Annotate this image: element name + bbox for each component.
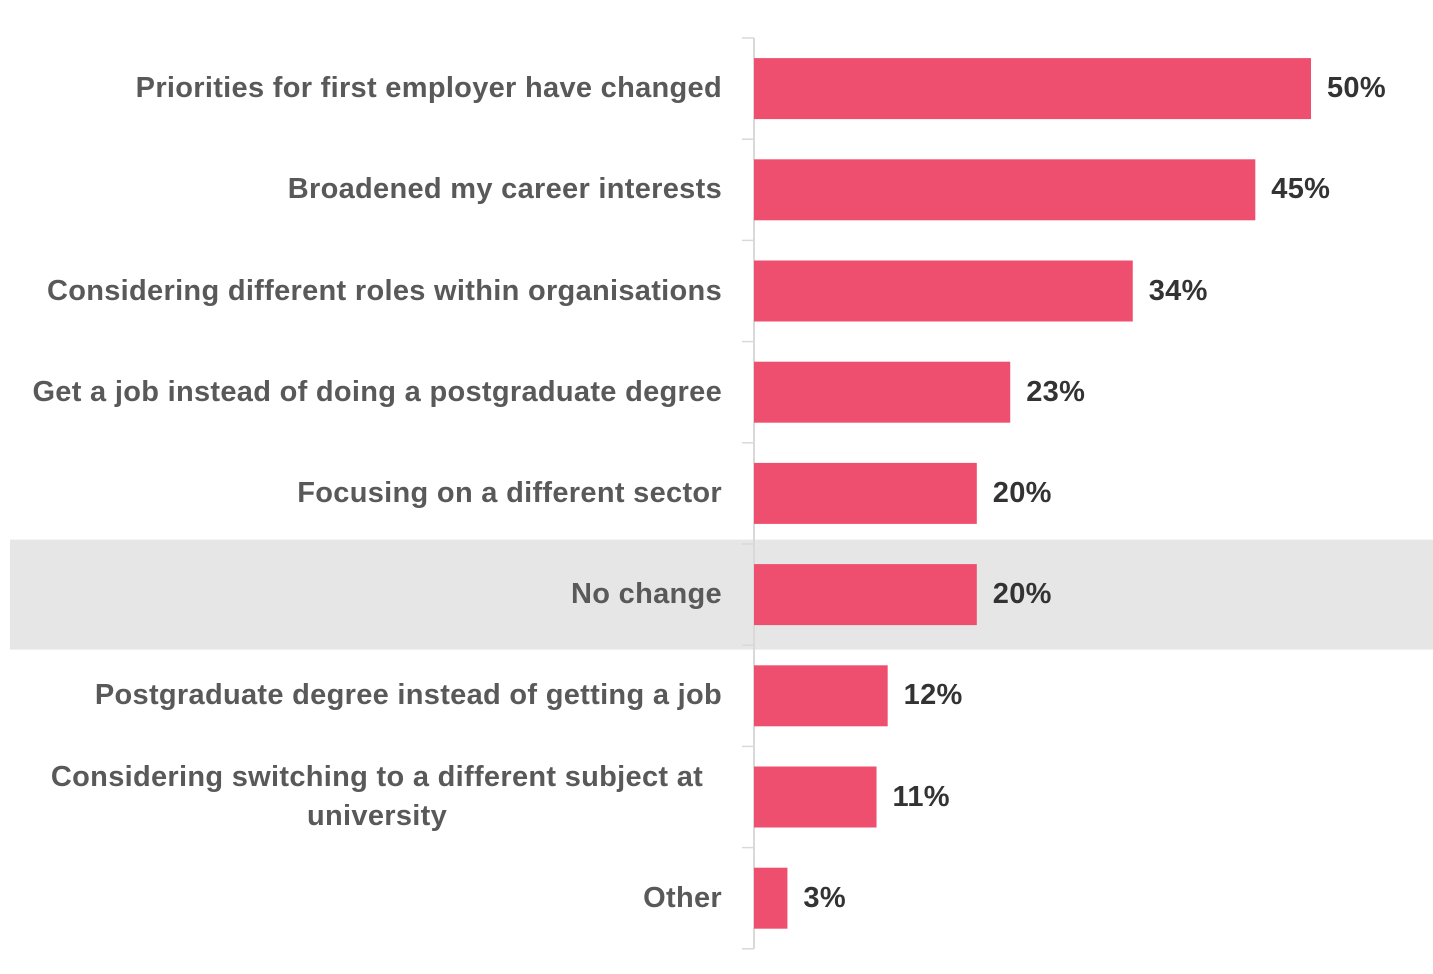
value-label-text: 3% — [803, 881, 846, 914]
bar — [754, 766, 877, 828]
value-label: 50% — [1327, 69, 1386, 109]
bar — [754, 260, 1133, 322]
category-label: Focusing on a different sector — [22, 443, 722, 543]
bar — [754, 564, 977, 626]
value-label-text: 11% — [892, 780, 950, 813]
category-label-text: Considering switching to a different sub… — [50, 761, 704, 832]
category-label: Considering switching to a different sub… — [22, 747, 722, 847]
category-label-text: Focusing on a different sector — [297, 476, 722, 509]
category-label-text: Priorities for first employer have chang… — [135, 72, 722, 105]
value-label-text: 20% — [992, 578, 1052, 611]
value-label: 12% — [904, 676, 963, 716]
value-label: 3% — [803, 878, 846, 918]
category-label: Get a job instead of doing a postgraduat… — [22, 342, 722, 442]
category-label: Postgraduate degree instead of getting a… — [22, 646, 722, 746]
bar — [754, 462, 977, 524]
bar — [754, 867, 788, 929]
value-label: 23% — [1026, 372, 1085, 412]
value-label: 45% — [1271, 170, 1330, 210]
category-label-text: Other — [643, 881, 722, 914]
value-label: 20% — [993, 575, 1052, 615]
category-label-text: Postgraduate degree instead of getting a… — [94, 679, 722, 712]
category-label-text: Considering different roles within organ… — [46, 274, 722, 307]
value-label-text: 23% — [1026, 375, 1086, 408]
category-label: Broadened my career interests — [22, 140, 722, 240]
category-label-text: No change — [571, 578, 722, 611]
category-label: No change — [22, 545, 722, 645]
bar — [754, 58, 1311, 120]
bar — [754, 361, 1011, 423]
category-label: Priorities for first employer have chang… — [22, 39, 722, 139]
value-label-text: 50% — [1327, 72, 1386, 105]
value-label-text: 12% — [903, 679, 963, 712]
category-label-text: Broadened my career interests — [287, 173, 722, 206]
highlight-band — [10, 539, 1433, 650]
category-label-text: Get a job instead of doing a postgraduat… — [32, 375, 722, 408]
value-label: 34% — [1149, 271, 1208, 311]
value-label: 20% — [993, 473, 1052, 513]
category-label: Considering different roles within organ… — [22, 241, 722, 341]
value-label: 11% — [893, 777, 950, 817]
category-label: Other — [22, 848, 722, 948]
value-label-text: 45% — [1271, 173, 1331, 206]
value-label-text: 20% — [992, 476, 1052, 509]
value-label-text: 34% — [1148, 274, 1208, 307]
bar — [754, 665, 888, 727]
bar — [754, 159, 1256, 221]
